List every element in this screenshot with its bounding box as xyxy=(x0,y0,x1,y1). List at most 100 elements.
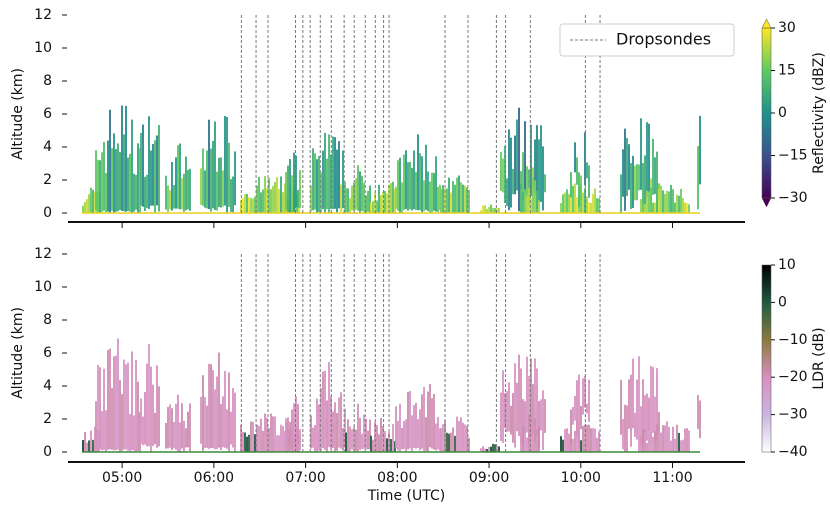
echo-column xyxy=(680,188,682,213)
echo-column xyxy=(250,198,252,213)
echo-column xyxy=(208,363,210,449)
echo-column xyxy=(518,107,520,212)
echo-column xyxy=(452,427,454,452)
echo-column xyxy=(363,414,365,449)
echo-column xyxy=(349,426,351,452)
echo-column xyxy=(208,119,210,210)
echo-column xyxy=(586,196,588,213)
echo-column xyxy=(177,394,179,452)
echo-column xyxy=(488,207,490,213)
echo-column xyxy=(169,190,171,210)
echo-column xyxy=(258,176,260,213)
colorbar-tick-label: 0 xyxy=(778,105,787,121)
echo-column xyxy=(592,428,594,452)
echo-column xyxy=(437,186,439,212)
echo-column xyxy=(392,181,394,213)
echo-column xyxy=(652,138,654,195)
echo-column xyxy=(357,165,359,211)
echo-column xyxy=(518,354,520,436)
echo-column xyxy=(454,184,456,213)
echo-column xyxy=(534,358,536,443)
echo-column xyxy=(516,382,518,432)
echo-column xyxy=(179,143,181,210)
echo-column xyxy=(446,432,448,452)
echo-column xyxy=(252,198,254,213)
echo-column xyxy=(566,189,568,213)
echo-column xyxy=(218,352,220,448)
echo-column xyxy=(646,393,648,441)
echo-column xyxy=(598,198,600,213)
echo-column xyxy=(299,170,301,209)
echo-column xyxy=(376,425,378,452)
echo-column xyxy=(268,427,270,452)
echo-column xyxy=(90,430,92,452)
echo-column xyxy=(254,434,256,452)
echo-column xyxy=(660,432,662,452)
echo-column xyxy=(276,435,278,452)
echo-column xyxy=(220,157,222,208)
echo-column xyxy=(536,190,538,213)
echo-column xyxy=(524,189,526,213)
echo-column xyxy=(522,399,524,446)
echo-column xyxy=(574,430,576,452)
echo-column xyxy=(590,202,592,213)
echo-column xyxy=(297,189,299,208)
echo-column xyxy=(578,374,580,449)
echo-column xyxy=(686,428,688,452)
echo-column xyxy=(644,155,646,210)
echo-column xyxy=(365,418,367,450)
echo-column xyxy=(468,437,470,452)
echo-column xyxy=(448,177,450,213)
echo-column xyxy=(202,148,204,206)
y-tick-label: 4 xyxy=(43,378,52,394)
echo-column xyxy=(224,370,226,448)
echo-column xyxy=(425,144,427,210)
y-tick-label: 0 xyxy=(43,205,52,221)
y-tick-label: 12 xyxy=(34,246,52,262)
echo-column xyxy=(590,428,592,452)
echo-column xyxy=(654,396,656,442)
echo-column xyxy=(382,192,384,213)
echo-column xyxy=(536,428,538,452)
echo-column xyxy=(620,379,622,435)
echo-column xyxy=(626,138,628,197)
colorbar-tick-label: −10 xyxy=(778,332,808,348)
echo-column xyxy=(334,402,336,452)
echo-column xyxy=(570,409,572,445)
echo-column xyxy=(386,438,388,452)
echo-column xyxy=(534,180,536,213)
echo-column xyxy=(672,189,674,213)
echo-column xyxy=(622,419,624,450)
echo-column xyxy=(154,412,156,445)
echo-column xyxy=(344,408,346,448)
echo-column xyxy=(256,424,258,452)
echo-column xyxy=(510,137,512,208)
echo-column xyxy=(524,121,526,194)
echo-column xyxy=(133,415,135,451)
echo-column xyxy=(234,392,236,452)
echo-column xyxy=(538,139,540,203)
echo-column xyxy=(148,344,150,446)
echo-column xyxy=(656,198,658,213)
echo-column xyxy=(576,380,578,436)
echo-column xyxy=(397,160,399,211)
echo-column xyxy=(510,405,512,435)
echo-column xyxy=(264,176,266,213)
echo-column xyxy=(384,431,386,452)
echo-column xyxy=(680,440,682,452)
echo-column xyxy=(181,178,183,210)
echo-column xyxy=(216,376,218,450)
colorbar xyxy=(761,264,772,453)
echo-column xyxy=(119,152,121,211)
echo-column xyxy=(514,363,516,448)
echo-column xyxy=(415,171,417,210)
echo-column xyxy=(582,425,584,452)
echo-column xyxy=(287,417,289,445)
echo-column xyxy=(146,363,148,447)
echo-column xyxy=(135,359,137,452)
echo-column xyxy=(355,429,357,452)
echo-column xyxy=(578,172,580,208)
echo-column xyxy=(152,144,154,206)
echo-column xyxy=(274,416,276,452)
echo-column xyxy=(175,403,177,450)
